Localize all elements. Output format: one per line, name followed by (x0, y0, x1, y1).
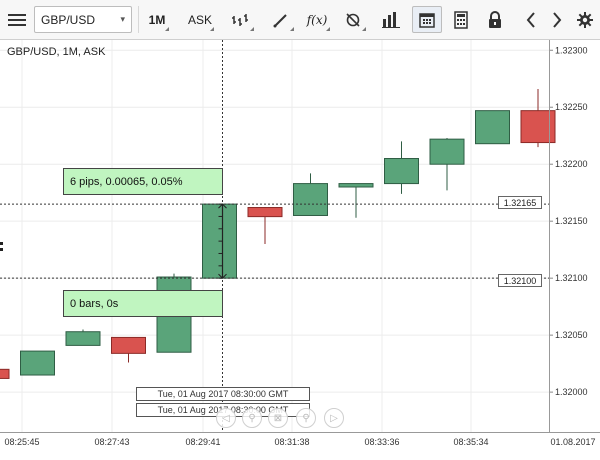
nav-back-button[interactable]: ◁ (216, 408, 236, 428)
candle-body (20, 350, 55, 376)
crosshair-button[interactable] (338, 6, 368, 33)
x-tick-label: 08:27:43 (94, 437, 129, 447)
x-tick-label: 08:35:34 (453, 437, 488, 447)
bars-label: 0 bars, 0s (63, 290, 223, 317)
chart-title: GBP/USD, 1M, ASK (7, 46, 106, 58)
volume-bars-icon (382, 11, 400, 28)
y-tick-label: 1.32150 (555, 216, 588, 226)
lock-icon (489, 10, 501, 28)
candle-body (429, 138, 465, 165)
candle-body (293, 183, 328, 216)
lock-button[interactable] (480, 6, 510, 33)
bar-type-button[interactable] (226, 6, 256, 33)
scroll-right-button[interactable] (546, 6, 568, 33)
measure-label: 6 pips, 0.00065, 0.05% (63, 168, 223, 195)
scroll-left-button[interactable] (520, 6, 542, 33)
chevron-left-icon: ◁ (222, 412, 230, 424)
x-tick-label: 08:25:45 (4, 437, 39, 447)
period-label: 1M (148, 12, 166, 27)
reset-icon: ⊠ (273, 412, 283, 424)
price-tag-low: 1.32100 (498, 274, 542, 287)
function-icon: f(x) (306, 12, 328, 27)
symbol-label: GBP/USD (41, 12, 96, 27)
side-label: ASK (187, 12, 212, 27)
edge-handle (0, 248, 3, 251)
x-tick-label: 08:33:36 (364, 437, 399, 447)
candlestick-chart[interactable]: 1.32300 1.32250 1.32200 1.32150 1.32100 1.320… (0, 40, 600, 460)
nav-forward-button[interactable]: ▷ (324, 408, 344, 428)
axis: 1.32300 1.32250 1.32200 1.32150 1.32100 1.320… (0, 40, 600, 447)
side-selector[interactable]: ASK (184, 6, 216, 33)
calculator-button[interactable] (446, 6, 476, 33)
calendar-icon (419, 12, 435, 28)
candle-body (111, 336, 146, 354)
candle-body (338, 183, 374, 188)
time-tooltip: Tue, 01 Aug 2017 08:30:00 GMT (136, 387, 310, 401)
draw-line-button[interactable] (266, 6, 296, 33)
chart-toolbar: GBP/USD ▾ 1M ASK f(x) (0, 0, 600, 40)
y-tick-label: 1.32050 (555, 330, 588, 340)
x-tick-label: 01.08.2017 (550, 437, 595, 447)
candle-body (475, 110, 510, 145)
draw-line-icon (273, 13, 287, 27)
calendar-button[interactable] (412, 6, 442, 33)
chart-grid (0, 40, 549, 432)
chevron-down-icon: ▾ (120, 14, 125, 24)
y-tick-label: 1.32200 (555, 159, 588, 169)
y-tick-label: 1.32250 (555, 102, 588, 112)
volume-bars-button[interactable] (376, 6, 406, 33)
x-tick-label: 08:29:41 (185, 437, 220, 447)
overlay (0, 40, 549, 432)
arrow-left-icon (526, 11, 535, 28)
crosshair-icon (346, 12, 360, 27)
candle-body (65, 331, 101, 346)
measure-arrow-down (218, 273, 227, 279)
edge-handle (0, 242, 3, 245)
x-tick-label: 08:31:38 (274, 437, 309, 447)
menu-icon (8, 13, 26, 26)
candle-body (0, 368, 10, 379)
settings-button[interactable] (572, 6, 598, 33)
calculator-icon (454, 10, 468, 29)
bar-type-icon (232, 13, 248, 26)
zoom-out-icon: ⚲ (248, 412, 256, 424)
arrow-right-icon (553, 11, 562, 28)
reset-button[interactable]: ⊠ (268, 408, 288, 428)
menu-button[interactable] (4, 6, 30, 33)
candle-body (384, 158, 419, 185)
zoom-in-icon: ⚲ (302, 412, 310, 424)
y-tick-label: 1.32300 (555, 45, 588, 55)
measure-arrow-up (218, 203, 227, 209)
y-tick-label: 1.32000 (555, 387, 588, 397)
period-selector[interactable]: 1M (143, 6, 171, 33)
gear-icon (577, 11, 593, 28)
play-icon: ▷ (330, 412, 338, 424)
zoom-out-button[interactable]: ⚲ (242, 408, 262, 428)
symbol-selector[interactable]: GBP/USD ▾ (34, 6, 132, 33)
y-tick-label: 1.32100 (555, 273, 588, 283)
price-tag-high: 1.32165 (498, 196, 542, 209)
zoom-in-button[interactable]: ⚲ (296, 408, 316, 428)
function-button[interactable]: f(x) (302, 6, 332, 33)
candle-body (247, 207, 283, 218)
